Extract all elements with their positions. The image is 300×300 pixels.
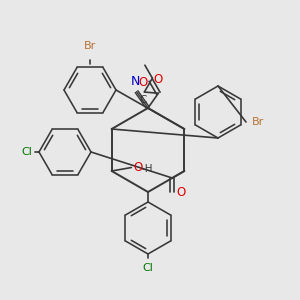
Text: Br: Br <box>84 41 96 51</box>
Text: O: O <box>139 76 148 89</box>
Text: Cl: Cl <box>142 263 153 273</box>
Text: O: O <box>154 73 163 86</box>
Text: Cl: Cl <box>21 147 32 157</box>
Text: O: O <box>133 161 142 174</box>
Text: Br: Br <box>252 117 264 127</box>
Text: N: N <box>131 75 140 88</box>
Text: -H: -H <box>141 164 153 173</box>
Text: C: C <box>139 95 146 105</box>
Text: O: O <box>176 185 185 199</box>
